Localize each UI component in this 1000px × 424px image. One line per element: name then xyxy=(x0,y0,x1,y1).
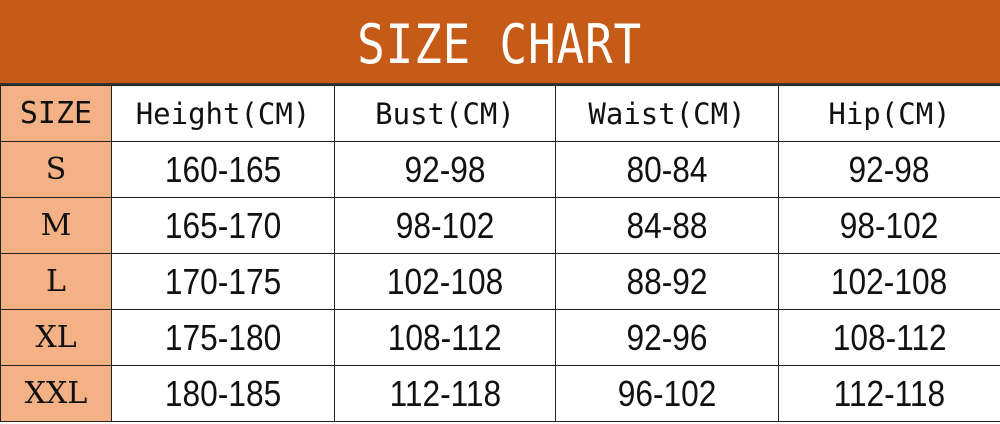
column-header: Bust(CM) xyxy=(334,85,556,142)
cell-value: 108-112 xyxy=(388,316,502,358)
cell-value: 96-102 xyxy=(617,372,717,414)
cell-value: 180-185 xyxy=(164,372,282,414)
measurement-cell: 102-108 xyxy=(778,253,1000,310)
column-header: Height(CM) xyxy=(111,85,335,142)
measurement-cell: 92-98 xyxy=(334,141,556,198)
measurement-cell: 80-84 xyxy=(555,141,779,198)
cell-value: 170-175 xyxy=(164,260,282,302)
measurement-cell: 108-112 xyxy=(778,309,1000,366)
measurement-cell: 112-118 xyxy=(778,365,1000,422)
cell-value: 92-98 xyxy=(404,148,486,190)
measurement-cell: 84-88 xyxy=(555,197,779,254)
column-header: SIZE xyxy=(0,85,112,142)
column-header: Waist(CM) xyxy=(555,85,779,142)
table-row: S 160-165 92-98 80-84 92-98 xyxy=(0,141,1000,198)
cell-value: 88-92 xyxy=(626,260,708,302)
column-header: Hip(CM) xyxy=(778,85,1000,142)
measurement-cell: 96-102 xyxy=(555,365,779,422)
cell-value: 102-108 xyxy=(386,260,504,302)
cell-value: 80-84 xyxy=(626,148,708,190)
cell-value: 84-88 xyxy=(626,204,708,246)
measurement-cell: 112-118 xyxy=(334,365,556,422)
measurement-cell: 88-92 xyxy=(555,253,779,310)
size-table: SIZE Height(CM) Bust(CM) Waist(CM) Hip(C… xyxy=(0,85,1000,422)
table-row: XXL 180-185 112-118 96-102 112-118 xyxy=(0,365,1000,422)
size-label-cell: XXL xyxy=(0,365,112,422)
measurement-cell: 102-108 xyxy=(334,253,556,310)
measurement-cell: 170-175 xyxy=(111,253,335,310)
header-row: SIZE Height(CM) Bust(CM) Waist(CM) Hip(C… xyxy=(0,85,1000,142)
table-row: M 165-170 98-102 84-88 98-102 xyxy=(0,197,1000,254)
measurement-cell: 165-170 xyxy=(111,197,335,254)
cell-value: 112-118 xyxy=(389,372,501,414)
size-label-cell: XL xyxy=(0,309,112,366)
size-label-cell: S xyxy=(0,141,112,198)
cell-value: 160-165 xyxy=(164,148,282,190)
measurement-cell: 92-98 xyxy=(778,141,1000,198)
cell-value: 165-170 xyxy=(164,204,282,246)
measurement-cell: 98-102 xyxy=(334,197,556,254)
measurement-cell: 98-102 xyxy=(778,197,1000,254)
measurement-cell: 108-112 xyxy=(334,309,556,366)
measurement-cell: 180-185 xyxy=(111,365,335,422)
measurement-cell: 175-180 xyxy=(111,309,335,366)
cell-value: 102-108 xyxy=(831,260,948,302)
cell-value: 98-102 xyxy=(840,204,939,246)
size-label-cell: L xyxy=(0,253,112,310)
table-row: XL 175-180 108-112 92-96 108-112 xyxy=(0,309,1000,366)
measurement-cell: 160-165 xyxy=(111,141,335,198)
measurement-cell: 92-96 xyxy=(555,309,779,366)
cell-value: 92-96 xyxy=(626,316,708,358)
chart-title: SIZE CHART xyxy=(0,0,1000,85)
cell-value: 98-102 xyxy=(395,204,495,246)
table-row: L 170-175 102-108 88-92 102-108 xyxy=(0,253,1000,310)
cell-value: 92-98 xyxy=(848,148,931,190)
size-label-cell: M xyxy=(0,197,112,254)
cell-value: 108-112 xyxy=(832,316,947,358)
chart-title-text: SIZE CHART xyxy=(357,13,643,76)
cell-value: 175-180 xyxy=(164,316,282,358)
cell-value: 112-118 xyxy=(833,372,946,414)
